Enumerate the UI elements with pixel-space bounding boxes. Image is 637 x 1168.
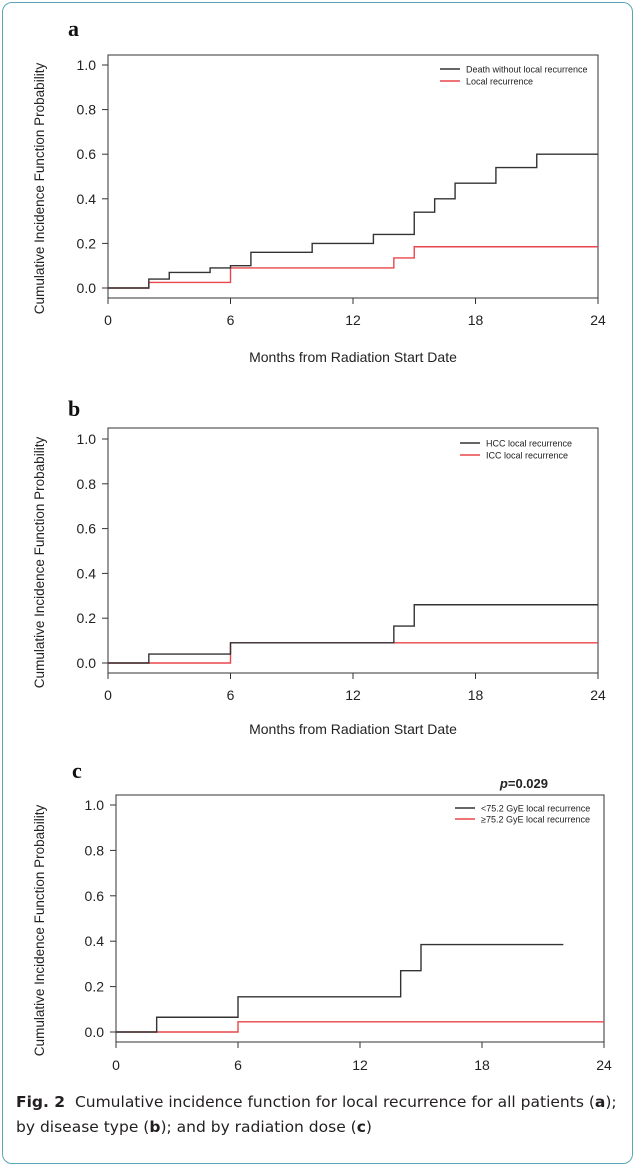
- chart-a-x-tick-label: 24: [590, 312, 606, 328]
- chart-b-x-tick-label: 0: [104, 687, 112, 703]
- chart-b-x-tick-label: 12: [345, 687, 361, 703]
- chart-b-panel-label: b: [68, 396, 80, 421]
- chart-b-y-axis-label: Cumulative Incidence Function Probabilit…: [32, 437, 47, 689]
- chart-c-y-tick-label: 1.0: [85, 797, 105, 813]
- chart-a-panel-label: a: [68, 16, 79, 41]
- chart-c-plot-frame: [115, 794, 605, 1043]
- chart-a-x-axis-label: Months from Radiation Start Date: [249, 349, 457, 365]
- chart-c-annotation: p=0.029: [499, 776, 548, 791]
- chart-a-legend-label-0: Death without local recurrence: [466, 65, 588, 75]
- figure-charts: a 0.0 0.2 0.4 0.6 0.8 1.0 0 6 12 18 24 Months from R…: [32, 16, 612, 1073]
- chart-b-y-tick-label: 0.4: [77, 565, 97, 581]
- chart-a-plot-frame: [107, 54, 599, 299]
- caption-label: Fig. 2: [16, 1093, 66, 1111]
- chart-b-y-tick-label: 0.6: [77, 521, 97, 537]
- chart-a-y-tick-label: 1.0: [77, 57, 97, 73]
- chart-c-y-tick-label: 0.2: [85, 979, 105, 995]
- chart-b-y-tick-label: 1.0: [77, 431, 97, 447]
- chart-b-y-tick-label: 0.0: [77, 655, 97, 671]
- chart-b-y-tick-label: 0.2: [77, 610, 97, 626]
- chart-c-series-line-1: [116, 1021, 604, 1033]
- chart-a-series-line-0: [108, 153, 598, 289]
- caption-text-3: ); and by radiation dose (: [160, 1118, 357, 1136]
- chart-b-x-tick-label: 18: [468, 687, 484, 703]
- chart-c-y-axis-label: Cumulative Incidence Function Probabilit…: [32, 805, 47, 1057]
- chart-c-y-tick-label: 0.6: [85, 888, 105, 904]
- chart-b-plot-frame: [107, 427, 599, 674]
- chart-c-series-line-0: [116, 943, 564, 1033]
- chart-b-x-tick-label: 24: [590, 687, 606, 703]
- caption-letter-a: a: [594, 1093, 606, 1111]
- chart-c-x-tick-label: 12: [352, 1057, 368, 1073]
- chart-c-legend-label-1: ≥75.2 GyE local recurrence: [481, 815, 590, 825]
- chart-b-x-axis-label: Months from Radiation Start Date: [249, 721, 457, 737]
- chart-b-series-line-0: [108, 604, 598, 664]
- chart-b-x-tick-label: 6: [227, 687, 235, 703]
- chart-c-y-tick-label: 0.8: [85, 842, 105, 858]
- chart-c-panel-label: c: [72, 758, 82, 783]
- caption-text-2: ); by disease type (: [16, 1093, 617, 1136]
- chart-c-x-tick-label: 6: [234, 1057, 242, 1073]
- chart-c-x-tick-label: 18: [474, 1057, 490, 1073]
- chart-a-x-tick-label: 12: [345, 312, 361, 328]
- caption-text-1: Cumulative incidence function for local …: [74, 1093, 595, 1111]
- chart-c-x-tick-label: 24: [596, 1057, 612, 1073]
- chart-a-y-axis-label: Cumulative Incidence Function Probabilit…: [32, 63, 47, 315]
- chart-a-series-line-1: [108, 246, 598, 289]
- chart-b-legend-label-0: HCC local recurrence: [486, 439, 572, 449]
- chart-b-y-tick-label: 0.8: [77, 476, 97, 492]
- caption-text-4: ): [365, 1118, 372, 1136]
- chart-a-y-tick-label: 0.2: [77, 235, 97, 251]
- chart-a-y-tick-label: 0.0: [77, 280, 97, 296]
- chart-a-x-tick-label: 6: [227, 312, 235, 328]
- chart-a-x-tick-label: 18: [468, 312, 484, 328]
- chart-a-x-tick-label: 0: [104, 312, 112, 328]
- chart-a-y-tick-label: 0.4: [77, 191, 97, 207]
- chart-c-legend-label-0: <75.2 GyE local recurrence: [481, 804, 590, 814]
- chart-c-y-tick-label: 0.4: [85, 933, 105, 949]
- chart-c-y-tick-label: 0.0: [85, 1024, 105, 1040]
- chart-c-x-tick-label: 0: [112, 1057, 120, 1073]
- chart-a-legend-label-1: Local recurrence: [466, 77, 533, 87]
- chart-b-legend-label-1: ICC local recurrence: [486, 451, 568, 461]
- figure-caption: Fig. 2 Cumulative incidence function for…: [16, 1090, 622, 1140]
- caption-letter-c: c: [356, 1118, 366, 1136]
- caption-letter-b: b: [149, 1118, 161, 1136]
- chart-a-y-tick-label: 0.8: [77, 102, 97, 118]
- chart-a-y-tick-label: 0.6: [77, 146, 97, 162]
- chart-b-series-line-1: [108, 642, 598, 664]
